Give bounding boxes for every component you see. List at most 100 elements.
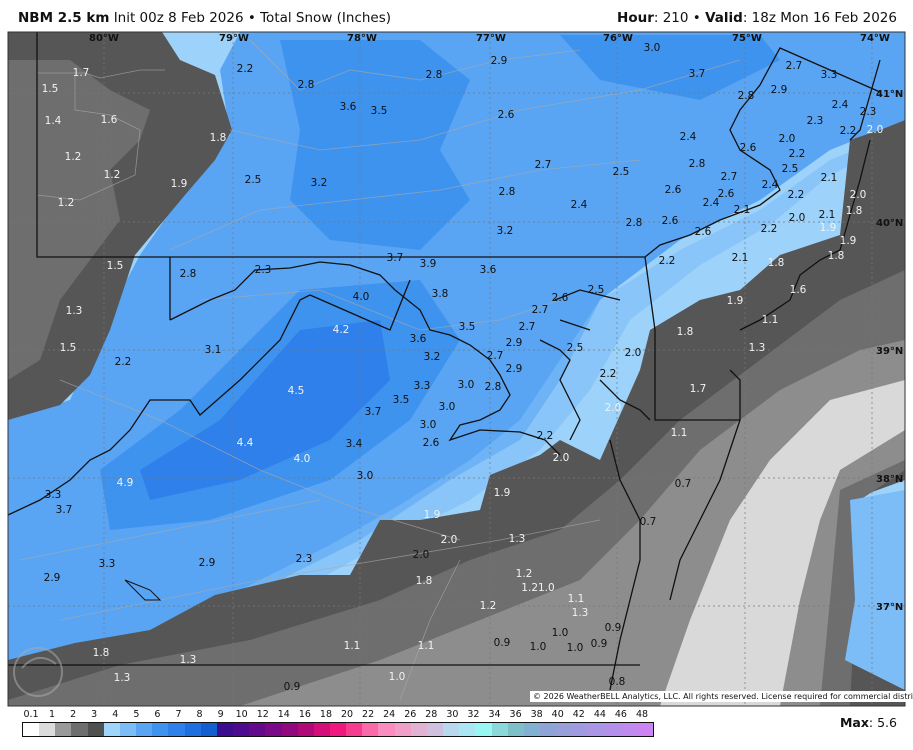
snow-amount-label: 1.8 — [768, 257, 785, 269]
snow-amount-label: 1.8 — [93, 647, 110, 659]
snow-amount-label: 2.6 — [740, 142, 757, 154]
low-snow-west-lighter — [8, 60, 150, 380]
colorbar-swatch — [620, 723, 637, 736]
snow-amount-label: 1.9 — [424, 509, 441, 521]
snow-amount-label: 1.2 — [516, 568, 533, 580]
snow-amount-label: 2.9 — [506, 337, 523, 349]
state-borders — [8, 32, 881, 691]
snow-amount-label: 4.2 — [333, 324, 350, 336]
snow-amount-label: 1.8 — [846, 205, 863, 217]
snow-core-northeast — [560, 35, 780, 100]
snow-amount-label: 2.7 — [487, 350, 504, 362]
lat-label: 41°N — [876, 89, 903, 100]
snow-amount-label: 2.7 — [532, 304, 549, 316]
colorbar-tick-label: 8 — [196, 709, 203, 720]
colorbar-swatch — [313, 723, 330, 736]
snow-amount-label: 3.0 — [458, 379, 475, 391]
colorbar-swatch — [378, 723, 395, 736]
snow-band-mid — [8, 130, 905, 705]
colorbar-tick-labels: 0.1 1 2 3 4 5 6 7 8 9 10 12 14 16 18 20 22 24 26 28 30 32 34 36… — [0, 709, 913, 721]
snow-amount-label: 1.8 — [416, 575, 433, 587]
snow-amount-label: 2.0 — [605, 402, 622, 414]
snow-amount-label: 3.5 — [371, 105, 388, 117]
snow-amount-label: 1.3 — [749, 342, 766, 354]
snow-amount-label: 0.8 — [609, 676, 626, 688]
trace-snow-area — [660, 380, 905, 706]
snow-amount-label: 1.6 — [101, 114, 118, 126]
snow-amount-label: 0.9 — [284, 681, 301, 693]
snow-amount-label: 2.9 — [44, 572, 61, 584]
snow-amount-label: 2.7 — [519, 321, 536, 333]
snow-amount-label: 2.2 — [537, 430, 554, 442]
snow-amount-label: 2.2 — [761, 223, 778, 235]
snow-amount-label: 4.0 — [353, 291, 370, 303]
model-name: NBM 2.5 km — [18, 10, 110, 26]
colorbar-tick-label: 16 — [298, 709, 311, 720]
snow-amount-label: 2.2 — [115, 356, 132, 368]
colorbar-tick-label: 22 — [362, 709, 375, 720]
snow-amount-label: 2.0 — [867, 124, 884, 136]
colorbar-swatch — [71, 723, 88, 736]
snow-amount-label: 2.7 — [535, 159, 552, 171]
colorbar-tick-label: 6 — [154, 709, 161, 720]
snow-amount-label: 4.0 — [294, 453, 311, 465]
snow-amount-label: 2.0 — [625, 347, 642, 359]
snow-amount-label: 2.3 — [255, 264, 272, 276]
colorbar-tick-label: 4 — [112, 709, 119, 720]
separator: • — [247, 10, 256, 26]
snow-amount-label: 2.9 — [771, 84, 788, 96]
snow-amount-label: 2.3 — [296, 553, 313, 565]
snow-amount-label: 2.5 — [567, 342, 584, 354]
lon-label: 76°W — [603, 33, 633, 44]
colorbar-swatch — [410, 723, 427, 736]
snow-amount-label: 3.5 — [459, 321, 476, 333]
snow-amount-label: 2.0 — [413, 549, 430, 561]
colorbar-tick-label: 40 — [551, 709, 564, 720]
colorbar-swatch — [249, 723, 266, 736]
colorbar-swatch — [507, 723, 524, 736]
colorbar-swatch — [103, 723, 120, 736]
lake-outline — [124, 579, 162, 601]
snow-amount-label: 1.3 — [180, 654, 197, 666]
snow-amount-label: 2.8 — [426, 69, 443, 81]
snow-amount-label: 3.0 — [644, 42, 661, 54]
snow-amount-label: 3.0 — [420, 419, 437, 431]
snow-core-deep — [140, 320, 390, 500]
snow-amount-label: 2.8 — [626, 217, 643, 229]
snow-amount-label: 1.7 — [73, 67, 90, 79]
snow-amount-label: 2.3 — [807, 115, 824, 127]
colorbar-tick-label: 24 — [383, 709, 396, 720]
snow-amount-label: 1.2 — [65, 151, 82, 163]
snow-amount-label: 1.2 — [104, 169, 121, 181]
snow-amount-label: 3.9 — [420, 258, 437, 270]
snow-amount-labels: 1.7 1.5 1.4 1.6 1.2 1.2 1.2 1.8 1.9 2.2 2.5 2.8 3.6 3… — [42, 42, 884, 693]
snow-amount-label: 2.6 — [665, 184, 682, 196]
colorbar-tick-label: 48 — [635, 709, 649, 720]
lon-label: 80°W — [89, 33, 119, 44]
snow-amount-label: 1.9 — [820, 222, 837, 234]
colorbar-tick-label: 26 — [404, 709, 417, 720]
snow-amount-label: 2.4 — [762, 179, 779, 191]
snow-amount-label: 2.0 — [850, 189, 867, 201]
colorbar-swatch — [23, 723, 40, 736]
max-value: Max: 5.6 — [839, 715, 897, 730]
snow-amount-label: 2.4 — [680, 131, 697, 143]
snow-amount-label: 2.0 — [789, 212, 806, 224]
lat-label: 39°N — [876, 346, 903, 357]
snow-amount-label: 3.3 — [99, 558, 116, 570]
lat-label: 37°N — [876, 602, 903, 613]
colorbar-tick-label: 36 — [509, 709, 522, 720]
snow-amount-label: 2.8 — [298, 79, 315, 91]
colorbar-swatch — [233, 723, 250, 736]
snow-amount-label: 1.8 — [210, 132, 227, 144]
colorbar-swatch — [523, 723, 540, 736]
snow-amount-label: 2.9 — [199, 557, 216, 569]
colorbar-tick-label: 18 — [319, 709, 332, 720]
colorbar-swatch — [329, 723, 347, 736]
snow-amount-label: 2.2 — [237, 63, 254, 75]
snow-amount-label: 2.5 — [782, 163, 799, 175]
colorbar-swatch — [265, 723, 282, 736]
snow-amount-label: 2.0 — [441, 534, 458, 546]
snow-core-north — [280, 40, 470, 250]
